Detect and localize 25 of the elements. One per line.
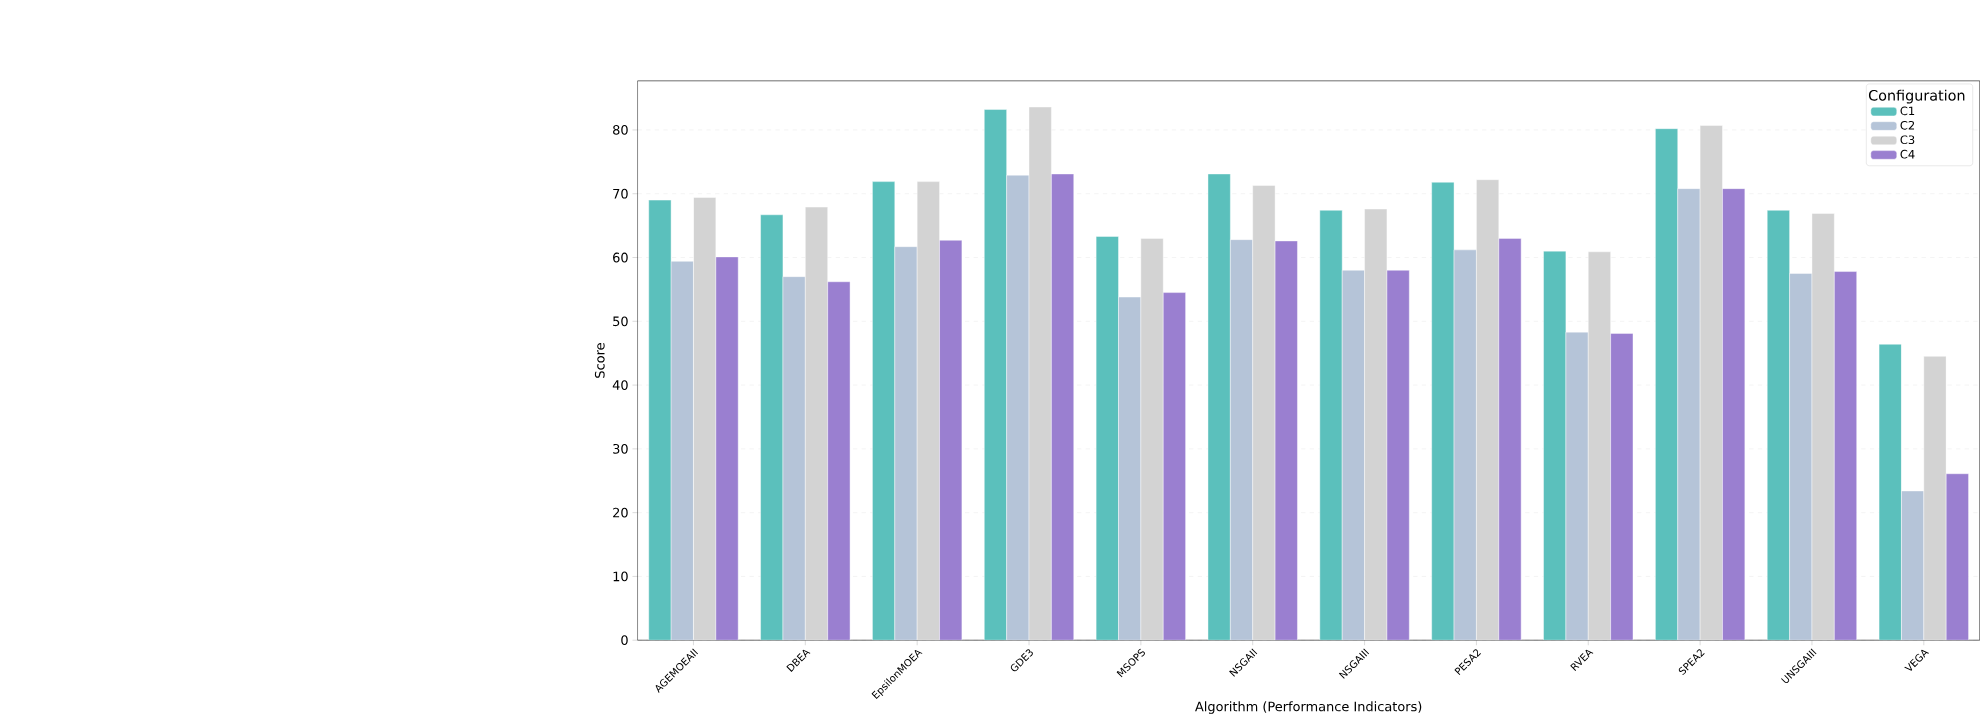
bar <box>715 256 739 641</box>
bar <box>1767 210 1790 641</box>
bar <box>693 197 717 641</box>
bar <box>916 181 940 641</box>
bar <box>1543 251 1567 641</box>
bar <box>805 207 828 641</box>
bar <box>1252 185 1276 641</box>
bar <box>1811 213 1835 641</box>
bar <box>1364 209 1388 641</box>
bar <box>1140 238 1164 641</box>
bar <box>1878 344 1902 641</box>
bar <box>984 109 1007 641</box>
bar <box>1923 356 1947 641</box>
bar <box>1588 251 1611 641</box>
bar <box>872 181 896 641</box>
bar <box>1207 174 1231 641</box>
bar <box>1319 210 1343 641</box>
bar <box>1095 236 1119 641</box>
bar <box>1431 182 1455 641</box>
bar <box>1699 125 1723 641</box>
bar <box>1028 107 1052 641</box>
bar <box>1476 179 1500 641</box>
bar <box>1655 128 1678 641</box>
bar <box>760 214 784 641</box>
bar <box>648 200 672 641</box>
